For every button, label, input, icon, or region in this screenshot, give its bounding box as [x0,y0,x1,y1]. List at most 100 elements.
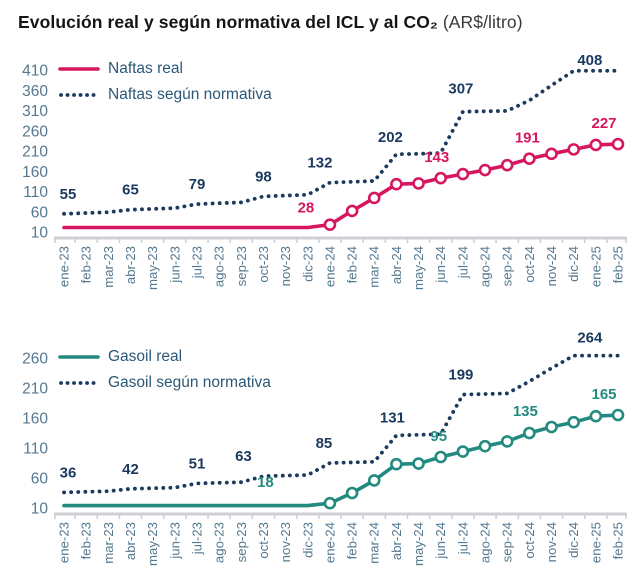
x-tick-label: nov-24 [544,522,559,562]
gasoil-legend: Gasoil real Gasoil según normativa [58,346,271,394]
x-tick-label: feb-23 [79,522,94,559]
x-tick-label: ene-23 [57,246,72,287]
x-tick-label: feb-24 [345,522,360,559]
x-tick-label: ene-25 [588,246,603,287]
data-point-marker [478,439,492,453]
x-tick-label: dic-23 [300,246,315,282]
x-tick-label: abr-23 [123,246,138,284]
x-tick-label: mar-23 [101,246,116,288]
x-tick-label: sep-24 [500,246,515,286]
data-label: 51 [189,455,206,472]
data-point-marker [589,138,603,152]
x-tick-label: mar-23 [101,522,116,564]
dotted-line-swatch [59,93,100,97]
data-label: 63 [235,448,252,465]
x-tick-label: oct-23 [256,522,271,559]
data-point-marker [345,486,359,500]
y-tick-label: 10 [31,501,49,518]
legend-item-naftas-real: Naftas real [58,58,272,80]
x-tick-label: nov-23 [278,522,293,562]
title-main: Evolución real y según normativa del ICL… [18,12,438,32]
gasoil-chart: 260 210 160 110 60 10 ene-23 feb-23 mar-23 abr-23… [22,330,627,566]
data-point-marker [367,191,381,205]
x-tick-label: ene-24 [322,522,337,563]
x-tick-label: abr-23 [123,522,138,560]
x-tick-label: feb-24 [345,246,360,283]
x-tick-label: dic-24 [566,246,581,282]
x-tick-label: ene-25 [588,522,603,563]
x-tick-label: oct-24 [522,246,537,283]
y-tick-label: 160 [22,411,48,428]
dotted-line-swatch [59,381,100,385]
data-point-marker [523,152,536,165]
naftas-chart: 410 360 310 260 210 160 110 60 10 ene-23 feb-23 mar… [22,52,627,290]
solid-line-swatch [58,67,100,71]
x-tick-label: may-24 [411,246,426,290]
legend-item-gasoil-real: Gasoil real [58,346,271,368]
data-point-marker [567,143,580,156]
x-tick-label: sep-23 [234,246,249,286]
data-label: 79 [189,176,206,193]
legend-label: Naftas según normativa [108,86,272,103]
title-unit: (AR$/litro) [442,12,523,32]
data-label: 65 [122,182,139,199]
x-tick-label: oct-23 [256,246,271,283]
data-label: 42 [122,461,139,478]
x-tick-label: may-24 [411,522,426,566]
x-tick-label: feb-25 [611,522,626,559]
data-label: 264 [577,330,603,347]
x-tick-label: ago-24 [478,522,493,563]
data-point-marker [323,496,337,510]
data-point-marker [500,435,514,448]
x-tick-label: ago-23 [212,522,227,563]
y-tick-label: 160 [22,164,48,181]
legend-item-gasoil-normativa: Gasoil según normativa [58,372,271,394]
x-tick-label: mar-24 [367,522,382,564]
page-title: Evolución real y según normativa del ICL… [18,12,523,33]
x-tick-label: ago-23 [212,246,227,287]
data-label: 202 [378,129,403,146]
data-label: 85 [316,435,333,452]
data-label: 131 [380,409,405,426]
x-tick-label: jun-24 [433,522,448,560]
x-tick-label: oct-24 [522,522,537,559]
data-label: 135 [513,403,538,420]
data-label: 227 [591,115,616,132]
data-label: 18 [257,474,274,491]
x-tick-label: jul-24 [455,246,470,279]
naftas-legend: Naftas real Naftas según normativa [58,58,272,106]
x-tick-label: jul-24 [455,522,470,555]
legend-label: Gasoil según normativa [108,374,271,391]
y-tick-label: 260 [22,123,48,140]
gasoil-real-line [62,413,620,508]
y-tick-label: 110 [23,184,48,201]
y-tick-label: 310 [22,103,48,120]
data-label: 28 [298,200,315,217]
data-point-marker [478,163,492,177]
data-label: 132 [307,155,332,172]
x-tick-label: abr-24 [389,522,404,560]
x-tick-label: jun-23 [167,246,182,284]
data-point-marker [567,415,580,429]
y-tick-label: 60 [31,471,49,488]
data-label: 55 [60,186,77,203]
x-tick-label: nov-24 [544,246,559,286]
data-label: 199 [448,367,473,384]
data-point-marker [611,408,625,422]
x-tick-label: abr-24 [389,246,404,284]
x-tick-label: mar-24 [367,246,382,288]
x-tick-label: ago-24 [478,246,493,287]
x-tick-label: jun-24 [433,246,448,284]
data-label: 408 [577,52,602,69]
data-point-marker [456,445,470,458]
data-label: 165 [591,386,616,403]
x-tick-label: sep-23 [234,522,249,562]
x-tick-label: ene-24 [322,246,337,287]
data-point-marker [323,218,337,232]
legend-label: Naftas real [108,60,183,77]
data-point-marker [500,158,514,172]
data-point-marker [367,474,381,487]
data-point-marker [611,137,625,151]
